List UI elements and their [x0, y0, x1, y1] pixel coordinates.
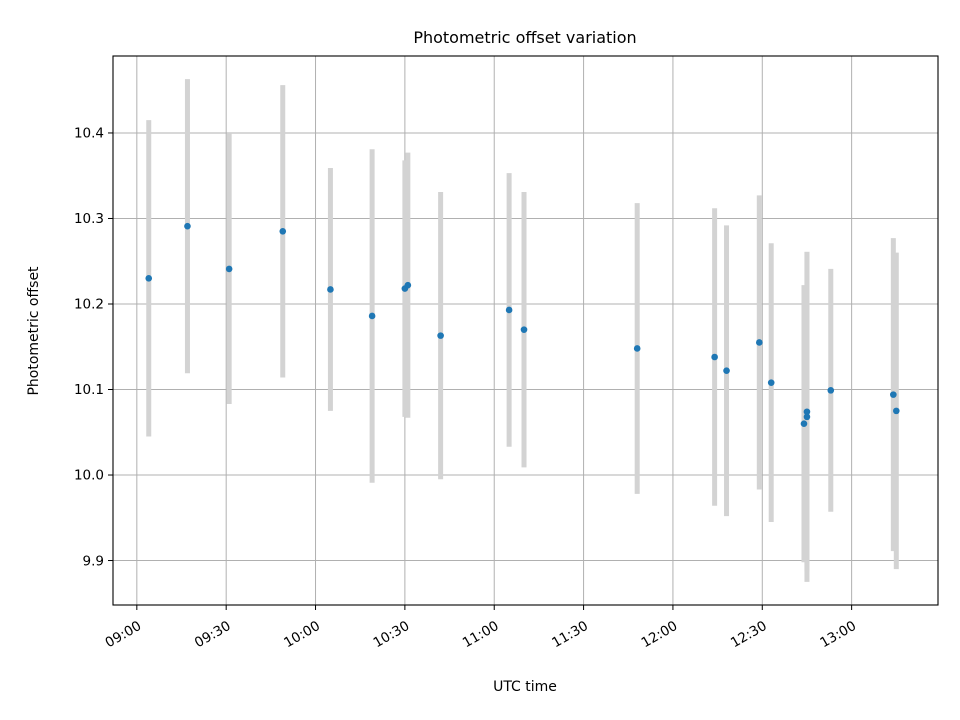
x-tick-label: 12:00	[639, 618, 681, 651]
data-point	[711, 353, 718, 361]
data-point	[767, 379, 775, 386]
data-point	[803, 413, 811, 421]
x-tick-label: 11:30	[549, 618, 591, 651]
data-point	[145, 275, 153, 282]
y-tick-label: 10.1	[74, 382, 104, 398]
data-point	[505, 306, 513, 314]
data-point	[803, 408, 811, 416]
data-point	[437, 332, 444, 339]
data-point	[368, 312, 376, 320]
data-point	[404, 281, 412, 289]
data-point	[755, 339, 763, 346]
x-axis-label: UTC time	[493, 679, 557, 695]
x-tick-label: 09:00	[103, 618, 145, 651]
data-point	[890, 391, 897, 398]
y-tick-label: 10.2	[74, 297, 104, 313]
data-point	[225, 265, 233, 273]
data-point	[723, 367, 730, 374]
data-point	[893, 407, 900, 415]
data-point	[520, 326, 528, 333]
x-tick-label: 10:00	[281, 618, 323, 651]
y-tick-label: 9.9	[83, 553, 104, 569]
x-tick-label: 11:00	[460, 618, 502, 651]
data-point	[633, 345, 641, 352]
x-tick-label: 13:00	[817, 618, 859, 651]
data-point	[327, 286, 334, 293]
y-tick-label: 10.3	[74, 211, 104, 227]
data-point	[184, 222, 191, 230]
x-axis-ticks: 09:00 09:30 10:00 10:30 11:00 11:30 12:00 12:30…	[103, 605, 859, 651]
x-tick-label: 12:30	[728, 618, 770, 651]
data-point	[279, 228, 287, 235]
data-point	[800, 420, 808, 428]
plot-frame	[112, 55, 939, 606]
x-tick-label: 10:30	[371, 618, 413, 651]
y-tick-label: 10.4	[74, 126, 104, 142]
y-axis-label: Photometric offset	[26, 266, 42, 396]
y-tick-label: 10.0	[74, 468, 104, 484]
data-points	[145, 222, 900, 428]
y-axis-ticks: 9.9 10.0 10.1 10.2 10.3 10.4	[74, 126, 113, 569]
x-tick-label: 09:30	[192, 618, 234, 651]
data-point	[827, 387, 835, 394]
chart-title: Photometric offset variation	[413, 28, 636, 47]
